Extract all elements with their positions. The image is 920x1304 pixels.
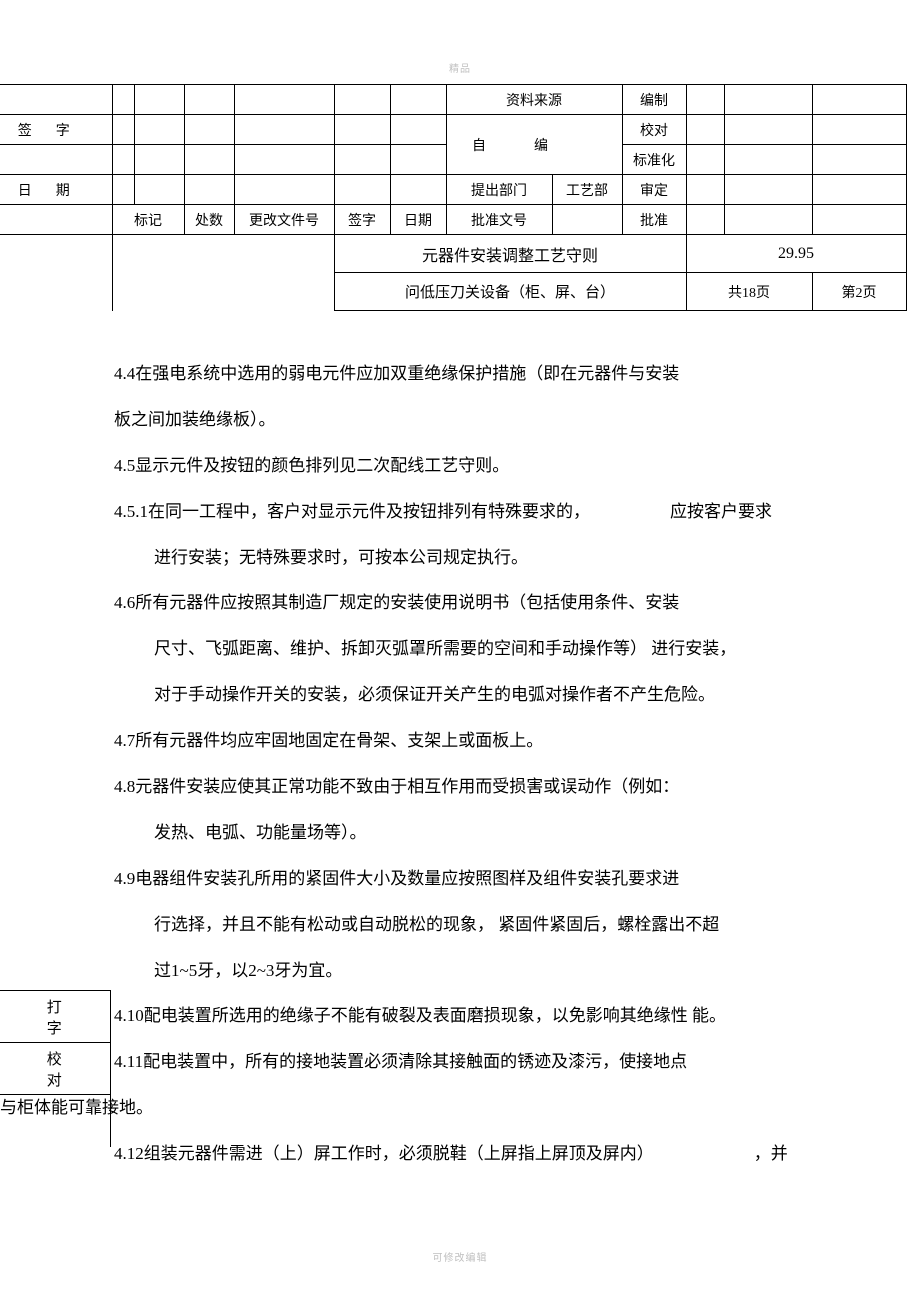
current-page: 第2页 <box>812 273 906 311</box>
cell <box>112 115 134 145</box>
para-4-8a: 4.8元器件安装应使其正常功能不致由于相互作用而受损害或误动作（例如： <box>114 764 880 810</box>
cell <box>184 175 234 205</box>
para-4-6b: 尺寸、飞弧距离、维护、拆卸灭弧罩所需要的空间和手动操作等） 进行安装， <box>114 626 880 672</box>
cell <box>134 85 184 115</box>
para-4-9c: 过1~5牙，以2~3牙为宜。 <box>114 948 880 994</box>
cell <box>184 115 234 145</box>
total-pages: 共18页 <box>686 273 812 311</box>
cell <box>134 145 184 175</box>
cell <box>686 115 724 145</box>
approve-doc-label: 批准文号 <box>446 205 552 235</box>
date-label: 日期 <box>390 205 446 235</box>
para-4-12: 4.12组装元器件需进（上）屏工作时，必须脱鞋（上屏指上屏顶及屏内） ，并 <box>114 1131 880 1177</box>
cell <box>112 145 134 175</box>
field-label: 标准化 <box>622 145 686 175</box>
cell <box>812 115 906 145</box>
source-label: 资料来源 <box>446 85 622 115</box>
mark-label: 标记 <box>112 205 184 235</box>
sign-label: 签字 <box>334 205 390 235</box>
cell <box>334 145 390 175</box>
cell <box>112 235 334 311</box>
cell <box>0 1095 110 1147</box>
side-table: 打字 校对 <box>0 990 111 1147</box>
count-label: 处数 <box>184 205 234 235</box>
cell <box>724 85 812 115</box>
cell <box>686 175 724 205</box>
cell <box>812 205 906 235</box>
cell <box>390 115 446 145</box>
cell <box>134 115 184 145</box>
cell <box>334 175 390 205</box>
cell <box>234 175 334 205</box>
cell <box>686 205 724 235</box>
cell <box>184 85 234 115</box>
field-label: 审定 <box>622 175 686 205</box>
cell <box>334 85 390 115</box>
field-label: 校对 <box>622 115 686 145</box>
cell <box>390 145 446 175</box>
para-4-8b: 发热、电弧、功能量场等）。 <box>114 810 880 856</box>
para-4-4b: 板之间加装绝缘板）。 <box>114 397 880 443</box>
side-proof: 校对 <box>0 1043 110 1095</box>
doc-code: 29.95 <box>686 235 906 273</box>
text: 4.12组装元器件需进（上）屏工作时，必须脱鞋（上屏指上屏顶及屏内） <box>114 1144 654 1163</box>
cell <box>390 175 446 205</box>
cell <box>0 235 112 311</box>
cell <box>184 145 234 175</box>
header-table: 资料来源 编制 签字 自编 校对 <box>0 84 907 311</box>
cell <box>812 145 906 175</box>
field-label: 批准 <box>622 205 686 235</box>
cell <box>0 85 112 115</box>
text: ，并 <box>754 1144 788 1163</box>
para-4-4a: 4.4在强电系统中选用的弱电元件应加双重绝缘保护措施（即在元器件与安装 <box>114 351 880 397</box>
para-4-5: 4.5显示元件及按钮的颜色排列见二次配线工艺守则。 <box>114 443 880 489</box>
document-body: 4.4在强电系统中选用的弱电元件应加双重绝缘保护措施（即在元器件与安装 板之间加… <box>114 351 880 1177</box>
para-4-5-1a: 4.5.1在同一工程中，客户对显示元件及按钮排列有特殊要求的， 应按客户要求 <box>114 489 880 535</box>
cell <box>334 115 390 145</box>
cell <box>812 175 906 205</box>
para-4-9b: 行选择，并且不能有松动或自动脱松的现象， 紧固件紧固后，螺栓露出不超 <box>114 902 880 948</box>
watermark-bottom: 可修改编辑 <box>0 1249 920 1264</box>
cell <box>0 145 112 175</box>
cell <box>812 85 906 115</box>
para-4-11b: 与柜体能可靠接地。 <box>0 1085 880 1131</box>
para-4-9a: 4.9电器组件安装孔所用的紧固件大小及数量应按照图样及组件安装孔要求进 <box>114 856 880 902</box>
watermark-top: 精品 <box>0 60 920 75</box>
cell <box>234 145 334 175</box>
para-4-11a: 4.11配电装置中，所有的接地装置必须清除其接触面的锈迹及漆污，使接地点 <box>114 1039 880 1085</box>
cell <box>552 205 622 235</box>
cell <box>724 175 812 205</box>
dept-label: 提出部门 <box>446 175 552 205</box>
cell <box>686 145 724 175</box>
cell <box>0 205 112 235</box>
cell <box>112 85 134 115</box>
cell <box>234 85 334 115</box>
cell <box>724 115 812 145</box>
para-4-6a: 4.6所有元器件应按照其制造厂规定的安装使用说明书（包括使用条件、安装 <box>114 580 880 626</box>
cell <box>724 145 812 175</box>
cell <box>134 175 184 205</box>
self-compile: 自编 <box>446 115 622 175</box>
cell <box>724 205 812 235</box>
para-4-10: 4.10配电装置所选用的绝缘子不能有破裂及表面磨损现象，以免影响其绝缘性 能。 <box>114 993 880 1039</box>
para-4-6c: 对于手动操作开关的安装，必须保证开关产生的电弧对操作者不产生危险。 <box>114 672 880 718</box>
date-label: 日期 <box>0 175 112 205</box>
sign-label: 签字 <box>0 115 112 145</box>
dept-value: 工艺部 <box>552 175 622 205</box>
cell <box>390 85 446 115</box>
change-doc-label: 更改文件号 <box>234 205 334 235</box>
field-label: 编制 <box>622 85 686 115</box>
doc-title: 元器件安装调整工艺守则 <box>334 235 686 273</box>
text: 4.5.1在同一工程中，客户对显示元件及按钮排列有特殊要求的， <box>114 502 590 521</box>
cell <box>234 115 334 145</box>
cell <box>112 175 134 205</box>
cell <box>686 85 724 115</box>
para-4-7: 4.7所有元器件均应牢固地固定在骨架、支架上或面板上。 <box>114 718 880 764</box>
text: 应按客户要求 <box>670 502 772 521</box>
doc-subtitle: 问低压刀关设备（柜、屏、台） <box>334 273 686 311</box>
side-type: 打字 <box>0 991 110 1043</box>
para-4-5-1b: 进行安装；无特殊要求时，可按本公司规定执行。 <box>114 535 880 581</box>
